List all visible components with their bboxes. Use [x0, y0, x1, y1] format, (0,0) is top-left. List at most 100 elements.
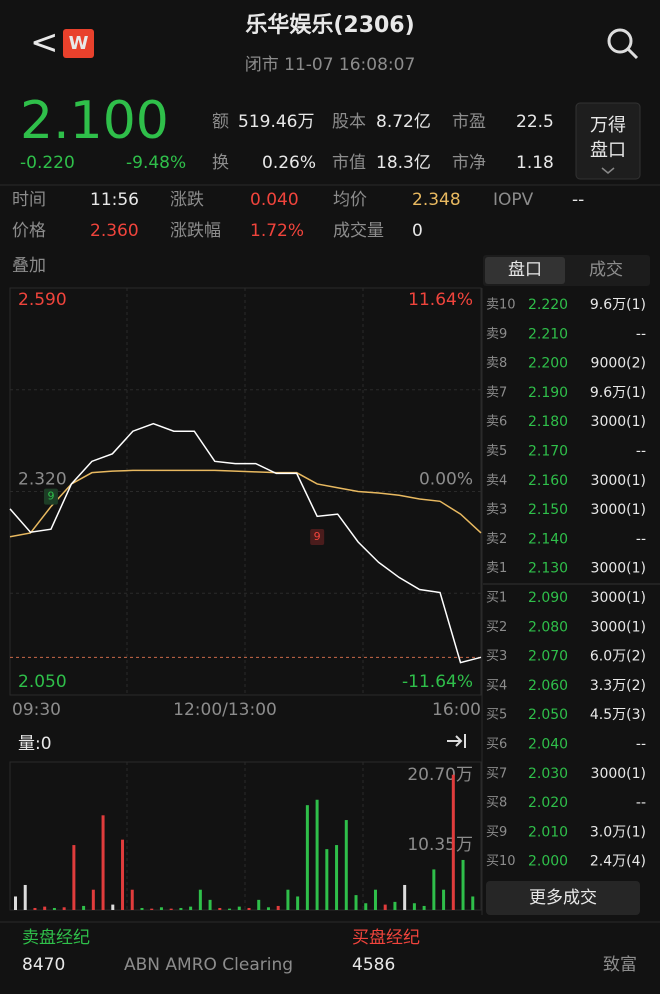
info-label: 涨跌 [170, 190, 204, 210]
volume-bar [344, 820, 348, 910]
book-volume: 6.0万(2) [590, 649, 646, 665]
stat-value: 0.26% [262, 153, 316, 173]
info-value: 1.72% [250, 221, 304, 241]
book-label: 卖2 [486, 532, 507, 547]
volume-bar [111, 904, 115, 910]
info-value: -- [572, 190, 584, 210]
book-volume: 3000(1) [591, 414, 646, 430]
volume-bar [364, 903, 368, 910]
book-label: 卖9 [486, 327, 507, 342]
info-value: 11:56 [90, 190, 139, 210]
volume-title: 量:0 [18, 734, 52, 754]
book-price: 2.020 [528, 795, 568, 811]
book-label: 卖7 [486, 385, 507, 400]
volume-bar [228, 908, 232, 910]
volume-bar [276, 905, 280, 910]
fullscreen-icon[interactable] [447, 734, 466, 748]
search-icon[interactable] [607, 28, 639, 60]
stat-value: 18.3亿 [376, 153, 431, 173]
back-button[interactable]: < [30, 23, 59, 63]
wind-button[interactable] [575, 102, 641, 180]
book-volume: 3.0万(1) [590, 824, 646, 840]
more-button[interactable]: 更多成交 [529, 888, 597, 908]
book-price: 2.060 [528, 678, 568, 694]
volume-bar [412, 903, 416, 910]
volume-bar [150, 908, 154, 910]
tab[interactable]: 盘口 [508, 260, 542, 280]
tab-selected [485, 257, 565, 284]
book-volume: 2.4万(4) [590, 854, 646, 870]
status: 闭市 11-07 16:08:07 [245, 55, 416, 75]
broker-name: ABN AMRO Clearing [124, 955, 293, 975]
book-volume: 3000(1) [591, 502, 646, 518]
tab[interactable]: 成交 [589, 260, 623, 280]
book-volume: 3000(1) [591, 473, 646, 489]
info-value: 0.040 [250, 190, 299, 210]
info-label: IOPV [493, 190, 534, 210]
book-label: 买8 [486, 796, 507, 811]
logo-bg [63, 29, 94, 58]
info-label: 价格 [12, 221, 46, 241]
book-label: 买7 [486, 766, 507, 781]
volume-bar [383, 904, 387, 910]
book-label: 买1 [486, 591, 507, 606]
marker: 9 [47, 490, 54, 503]
buy-broker-title: 买盘经纪 [352, 928, 420, 948]
volume-bar [208, 899, 212, 910]
stat-value: 1.18 [516, 153, 554, 173]
book-volume: -- [636, 531, 646, 547]
volume-bar [403, 884, 407, 910]
book-volume: -- [636, 737, 646, 753]
book-label: 卖3 [486, 503, 507, 518]
book-label: 买3 [486, 649, 507, 664]
book-price: 2.200 [528, 356, 568, 372]
volume-bar [257, 899, 261, 910]
book-price: 2.090 [528, 590, 568, 606]
book-volume: 3.3万(2) [590, 678, 646, 694]
stat-label: 额 [212, 112, 229, 132]
volume-bar [286, 889, 290, 910]
book-label: 卖10 [486, 298, 516, 313]
book-volume: 9000(2) [591, 356, 646, 372]
book-label: 卖6 [486, 415, 507, 430]
info-label: 均价 [333, 190, 367, 210]
volume-bar [130, 889, 134, 910]
more-button-bg[interactable] [486, 881, 640, 915]
broker-id: 4586 [352, 955, 395, 975]
volume-bar [82, 905, 86, 910]
price-line [9, 422, 482, 664]
volume-bar [23, 884, 27, 910]
volume-bar [140, 907, 144, 910]
book-price: 2.040 [528, 737, 568, 753]
volume-bar [266, 907, 270, 910]
volume-bar [325, 849, 329, 910]
y2-tick-label: 0.00% [419, 470, 473, 490]
volume-bar [101, 815, 105, 910]
book-volume: -- [636, 444, 646, 460]
stat-label: 换 [212, 153, 229, 173]
info-value: 2.360 [90, 221, 139, 241]
marker: 9 [314, 530, 321, 543]
chevron [601, 167, 615, 174]
marker-bg [43, 488, 58, 505]
volume-bar [335, 845, 339, 910]
wind-button-text[interactable]: 万得 [590, 115, 626, 136]
book-volume: 9.6万(1) [590, 385, 646, 401]
book-volume: 3000(1) [591, 590, 646, 606]
x-tick-label: 16:00 [432, 700, 481, 720]
wind-button-text[interactable]: 盘口 [590, 140, 626, 161]
volume-bar [33, 907, 37, 910]
y-tick-label: 2.320 [18, 470, 67, 490]
info-value: 0 [412, 221, 423, 241]
book-price: 2.210 [528, 326, 568, 342]
volume-bar [91, 889, 95, 910]
book-price: 2.180 [528, 414, 568, 430]
volume-bar [451, 774, 455, 910]
volume-bar [14, 896, 17, 910]
info-value: 2.348 [412, 190, 461, 210]
book-price: 2.050 [528, 707, 568, 723]
stat-label: 市盈 [452, 112, 486, 132]
book-price: 2.140 [528, 531, 568, 547]
overlay-label[interactable]: 叠加 [12, 256, 46, 276]
volume-bar [296, 896, 300, 910]
